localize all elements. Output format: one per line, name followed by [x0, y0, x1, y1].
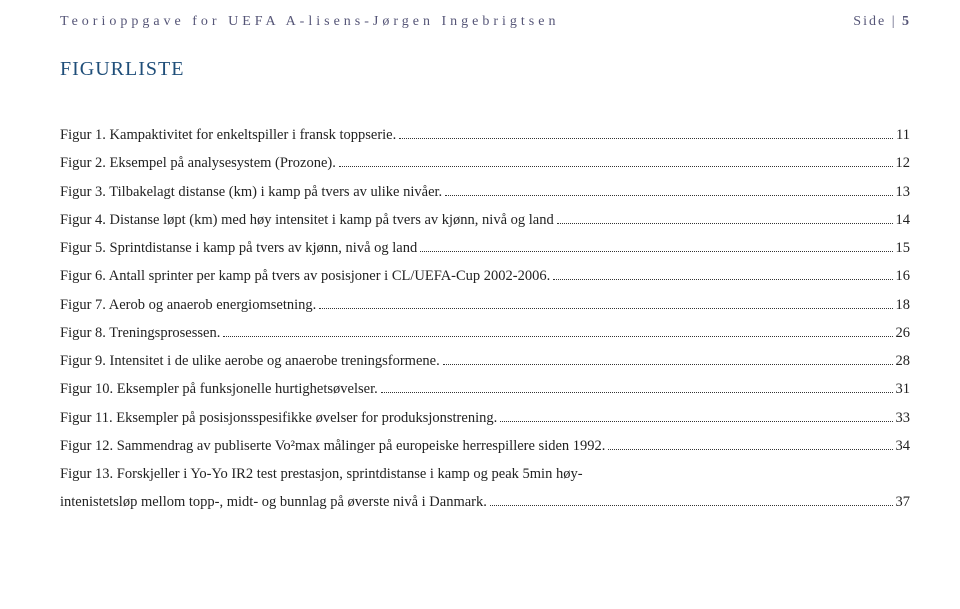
toc-row: Figur 5. Sprintdistanse i kamp på tvers … [60, 234, 910, 262]
toc-row: intenistetsløp mellom topp-, midt- og bu… [60, 488, 910, 516]
toc-label: intenistetsløp mellom topp-, midt- og bu… [60, 488, 487, 516]
toc-row: Figur 11. Eksempler på posisjonsspesifik… [60, 404, 910, 432]
toc-page-number: 26 [896, 319, 911, 347]
toc-leader-dots [500, 421, 892, 422]
header-right-block: Side | 5 [853, 14, 910, 30]
toc-page-number: 13 [896, 178, 911, 206]
toc-row: Figur 1. Kampaktivitet for enkeltspiller… [60, 121, 910, 149]
toc-row: Figur 10. Eksempler på funksjonelle hurt… [60, 375, 910, 403]
toc-leader-dots [553, 279, 892, 280]
toc-page-number: 34 [896, 432, 911, 460]
toc-leader-dots [608, 449, 892, 450]
document-page: Teorioppgave for UEFA A-lisens-Jørgen In… [0, 0, 960, 537]
toc-label: Figur 1. Kampaktivitet for enkeltspiller… [60, 121, 396, 149]
toc-page-number: 11 [896, 121, 910, 149]
toc-row: Figur 12. Sammendrag av publiserte Vo²ma… [60, 432, 910, 460]
toc-row: Figur 2. Eksempel på analysesystem (Proz… [60, 149, 910, 177]
toc-label: Figur 2. Eksempel på analysesystem (Proz… [60, 149, 336, 177]
toc-page-number: 37 [896, 488, 911, 516]
toc-row: Figur 8. Treningsprosessen. 26 [60, 319, 910, 347]
toc-label: Figur 7. Aerob og anaerob energiomsetnin… [60, 291, 316, 319]
toc-row: Figur 4. Distanse løpt (km) med høy inte… [60, 206, 910, 234]
toc-label: Figur 8. Treningsprosessen. [60, 319, 220, 347]
toc-row: Figur 13. Forskjeller i Yo-Yo IR2 test p… [60, 460, 910, 488]
toc-leader-dots [557, 223, 893, 224]
toc-page-number: 16 [896, 262, 911, 290]
toc-page-number: 28 [896, 347, 911, 375]
figure-list: Figur 1. Kampaktivitet for enkeltspiller… [60, 121, 910, 517]
toc-label: Figur 3. Tilbakelagt distanse (km) i kam… [60, 178, 442, 206]
toc-page-number: 31 [896, 375, 911, 403]
toc-row: Figur 9. Intensitet i de ulike aerobe og… [60, 347, 910, 375]
toc-label: Figur 11. Eksempler på posisjonsspesifik… [60, 404, 497, 432]
toc-label: Figur 6. Antall sprinter per kamp på tve… [60, 262, 550, 290]
toc-leader-dots [443, 364, 893, 365]
toc-label: Figur 4. Distanse løpt (km) med høy inte… [60, 206, 554, 234]
header-right-label: Side [853, 14, 886, 29]
toc-page-number: 14 [896, 206, 911, 234]
toc-leader-dots [399, 138, 893, 139]
header-page-number: 5 [902, 14, 910, 29]
toc-leader-dots [339, 166, 893, 167]
toc-leader-dots [319, 308, 892, 309]
toc-label: Figur 10. Eksempler på funksjonelle hurt… [60, 375, 378, 403]
toc-label: Figur 9. Intensitet i de ulike aerobe og… [60, 347, 440, 375]
toc-row: Figur 6. Antall sprinter per kamp på tve… [60, 262, 910, 290]
header-left-text: Teorioppgave for UEFA A-lisens-Jørgen In… [60, 14, 559, 30]
toc-page-number: 15 [896, 234, 911, 262]
header-right-sep: | [892, 14, 897, 29]
toc-page-number: 12 [896, 149, 911, 177]
toc-row: Figur 7. Aerob og anaerob energiomsetnin… [60, 291, 910, 319]
toc-label: Figur 12. Sammendrag av publiserte Vo²ma… [60, 432, 605, 460]
toc-page-number: 33 [896, 404, 911, 432]
page-header: Teorioppgave for UEFA A-lisens-Jørgen In… [60, 14, 910, 30]
toc-leader-dots [223, 336, 892, 337]
section-title: FIGURLISTE [60, 58, 910, 81]
toc-label: Figur 5. Sprintdistanse i kamp på tvers … [60, 234, 417, 262]
toc-page-number: 18 [896, 291, 911, 319]
toc-label: Figur 13. Forskjeller i Yo-Yo IR2 test p… [60, 460, 583, 488]
toc-leader-dots [381, 392, 893, 393]
toc-leader-dots [420, 251, 892, 252]
toc-leader-dots [445, 195, 892, 196]
toc-row: Figur 3. Tilbakelagt distanse (km) i kam… [60, 178, 910, 206]
toc-leader-dots [490, 505, 893, 506]
